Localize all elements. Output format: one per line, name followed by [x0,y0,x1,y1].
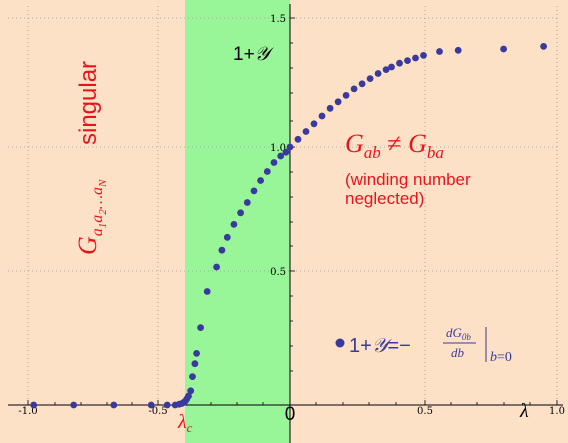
right-annotation: Gab ≠ Gba (winding number neglected) [345,129,471,208]
data-point [230,221,238,228]
data-point [263,168,271,175]
data-point [191,360,199,368]
data-point [187,387,195,395]
data-point [223,233,231,241]
y-tick-label: 0.5 [270,267,286,278]
data-point [318,112,326,120]
svg-text:Gab ≠ Gba: Gab ≠ Gba [345,129,444,162]
region-critical-band [185,0,290,443]
data-point [270,159,278,166]
data-point [193,350,201,357]
data-point [412,54,419,62]
svg-text:db: db [451,345,465,360]
data-point [454,46,462,54]
data-point [197,324,205,331]
data-point [237,209,245,217]
data-point [110,401,118,409]
data-point [277,152,285,160]
tick-marks [27,17,558,405]
data-point [30,401,38,409]
data-point [334,98,342,106]
data-point [540,43,547,50]
data-point [257,177,264,184]
data-point [420,52,427,59]
data-point [286,143,294,151]
region-left-background [0,0,185,443]
y-tick-label: 1.0 [270,143,286,154]
x-tick-label: -1.0 [18,406,37,417]
left-annotation: Ga1a2…aN singular [73,61,109,255]
data-point [243,199,251,206]
data-point [185,392,192,400]
data-point [404,57,411,64]
data-point [326,104,334,112]
x-tick-label: 0.5 [417,406,433,417]
data-point [294,135,302,143]
data-point [310,120,318,128]
data-point [163,401,171,409]
data-point [382,66,390,73]
origin-label: 0 [285,404,296,425]
data-point [350,85,358,93]
data-point [388,63,395,71]
svg-text:1+𝒴=−: 1+𝒴=− [349,335,411,357]
right-note-line2: neglected) [345,189,424,208]
data-point [500,45,507,53]
data-point [342,92,350,99]
data-point [436,48,443,55]
data-point [358,80,366,88]
data-point [366,75,374,82]
y-tick-label: 1.5 [270,14,286,25]
data-series [30,43,547,409]
data-point [250,187,258,195]
x-axis-label: λ [519,400,529,422]
x-tick-label: 1.0 [549,406,565,417]
data-point [213,263,221,271]
data-point [203,288,211,295]
data-point [218,246,226,254]
data-point [189,373,196,380]
data-point [374,70,382,77]
data-point [147,401,155,409]
data-point [302,128,310,135]
x-tick-label: -0.5 [148,406,167,417]
gridlines [8,6,560,405]
right-note-line1: (winding number [345,170,471,189]
svg-text:b=0: b=0 [490,350,512,365]
region-right-background [290,0,568,443]
svg-text:singular: singular [75,61,102,145]
data-point [70,401,78,409]
data-point [396,59,403,67]
data-point [282,148,290,156]
y-axis-label: 1+𝒴 [233,44,275,65]
